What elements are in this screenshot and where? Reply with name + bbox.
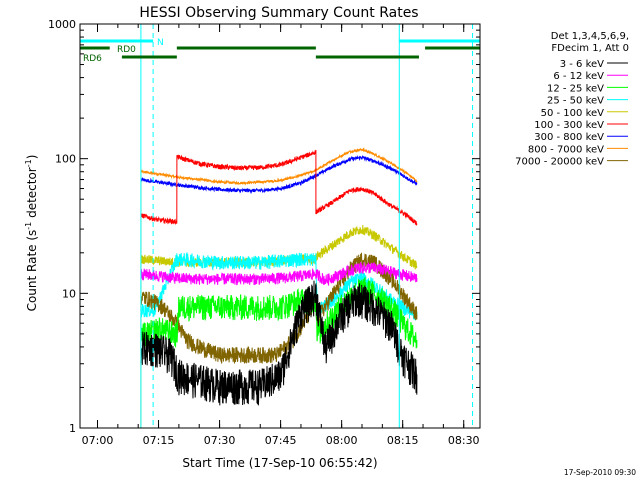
legend-label-6: 100 - 300 keV <box>534 120 604 131</box>
x-tick-label-4: 07:45 <box>265 434 297 447</box>
legend-label-7: 300 - 800 keV <box>534 132 604 143</box>
legend-label-8: 800 - 7000 keV <box>528 144 604 155</box>
x-tick-label-2: 07:15 <box>143 434 175 447</box>
legend-label-9: 7000 - 20000 keV <box>515 157 604 168</box>
x-tick-label-7: 08:30 <box>448 434 480 447</box>
series-line-4 <box>140 251 418 321</box>
legend-label-5: 50 - 100 keV <box>541 108 605 119</box>
date-stamp: 17-Sep-2010 09:30 <box>564 468 636 477</box>
plot-frame <box>79 23 481 429</box>
series-line-6 <box>140 149 418 227</box>
x-axis-label: Start Time (17-Sep-10 06:55:42) <box>182 456 377 470</box>
y-tick-label-3: 100 <box>55 153 76 166</box>
y-tick-label-4: 1000 <box>48 18 76 31</box>
legend-header-line-1: Det 1,3,4,5,6,9, <box>551 31 629 42</box>
legend-label-1: 3 - 6 keV <box>560 59 604 70</box>
legend: Det 1,3,4,5,6,9, FDecim 1, Att 0 3 - 6 k… <box>515 31 629 168</box>
flag-label-n: N <box>157 38 164 48</box>
legend-label-2: 6 - 12 keV <box>553 71 604 82</box>
y-axis-label: Count Rate (s-1 detector-1) <box>24 155 39 312</box>
y-tick-label-1: 1 <box>69 422 76 435</box>
legend-label-4: 25 - 50 keV <box>547 96 604 107</box>
legend-label-3: 12 - 25 keV <box>547 83 604 94</box>
x-tick-label-3: 07:30 <box>204 434 236 447</box>
x-tick-label-5: 08:00 <box>326 434 358 447</box>
flag-label-rd6: RD6 <box>83 54 102 64</box>
legend-header-line-2: FDecim 1, Att 0 <box>551 43 629 54</box>
x-tick-label-6: 08:15 <box>387 434 419 447</box>
series-line-1 <box>140 280 418 406</box>
series-line-7 <box>140 154 418 195</box>
chart-title: HESSI Observing Summary Count Rates <box>139 5 418 21</box>
flag-label-rd0: RD0 <box>117 45 136 55</box>
series-line-2 <box>140 261 418 287</box>
y-tick-label-2: 10 <box>62 287 76 300</box>
series-line-8 <box>140 147 418 428</box>
x-tick-label-1: 07:00 <box>82 434 114 447</box>
